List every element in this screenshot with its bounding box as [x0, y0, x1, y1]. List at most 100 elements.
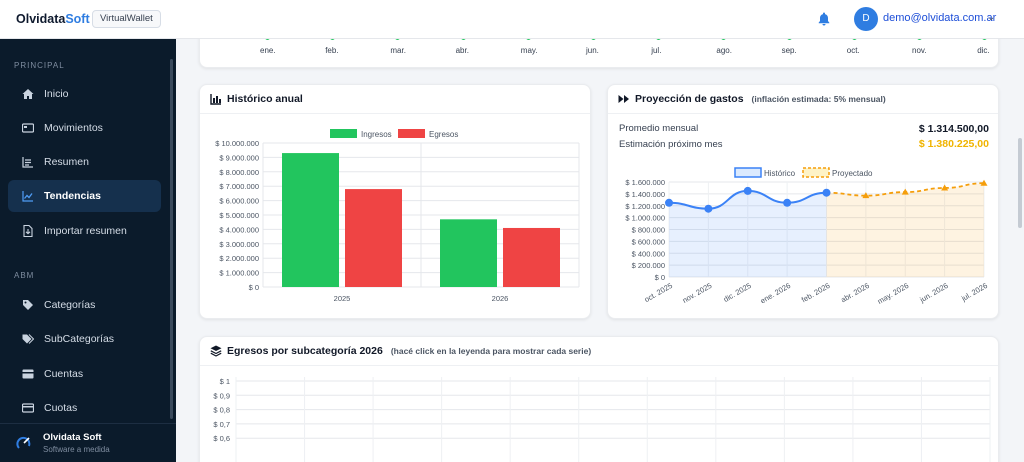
annual-title: Histórico anual — [227, 93, 303, 105]
point-proyectado[interactable] — [901, 188, 909, 195]
y-tick-label: $ 0,7 — [213, 420, 230, 429]
legend-swatch[interactable] — [734, 167, 762, 178]
month-tick-label: ago. — [716, 46, 732, 55]
bar-egresos-2025[interactable] — [345, 189, 402, 287]
next-label: Estimación próximo mes — [619, 139, 723, 150]
point-proyectado[interactable] — [980, 179, 988, 186]
y-tick-label: $ 1.000.000 — [219, 269, 259, 278]
sidebar-footer: Olvidata Soft Software a medida — [0, 423, 176, 462]
movements-icon — [22, 123, 34, 133]
subcat-note: (hacé click en la leyenda para mostrar c… — [390, 346, 592, 356]
projection-title: Proyección de gastos — [635, 93, 744, 105]
sidebar-item-label: Cuotas — [44, 402, 78, 414]
sidebar-item-categorias[interactable]: Categorías — [8, 289, 161, 321]
legend-swatch[interactable] — [398, 129, 425, 138]
y-tick-label: $ 1.000.000 — [625, 214, 665, 223]
footer-title: Olvidata Soft — [43, 432, 102, 443]
month-tick-label: jul. — [651, 46, 662, 55]
month-tick-label: may. — [520, 46, 538, 55]
y-tick-label: $ 7.000.000 — [219, 182, 259, 191]
legend-label[interactable]: Ingresos — [361, 130, 392, 139]
projection-header: Proyección de gastos (inflación estimada:… — [608, 85, 998, 114]
legend-label[interactable]: Egresos — [429, 130, 458, 139]
sidebar-item-label: Movimientos — [44, 122, 103, 134]
brand-logo[interactable]: OlvidataSoft — [16, 12, 90, 26]
sidebar-scrollbar[interactable] — [170, 59, 173, 419]
sidebar-item-importar-resumen[interactable]: Importar resumen — [8, 215, 161, 247]
sidebar-item-label: Cuentas — [44, 368, 84, 380]
bar-ingresos-2025[interactable] — [282, 153, 339, 287]
home-icon — [22, 89, 34, 99]
tag-icon — [23, 300, 33, 310]
y-tick-label: $ 8.000.000 — [219, 168, 259, 177]
legend-swatch[interactable] — [802, 167, 830, 178]
bar-ingresos-2026[interactable] — [440, 219, 497, 287]
avatar[interactable]: D — [854, 7, 878, 31]
sidebar-item-label: Categorías — [44, 299, 96, 311]
sidebar-item-cuentas[interactable]: Cuentas — [8, 358, 161, 390]
point-historico[interactable] — [704, 204, 713, 213]
brand-soft: Soft — [65, 12, 90, 26]
legend-label[interactable]: Proyectado — [832, 169, 873, 178]
main-scrollbar[interactable] — [1018, 138, 1022, 228]
bar-egresos-2026[interactable] — [503, 227, 560, 287]
sidebar-item-tendencias[interactable]: Tendencias — [8, 180, 161, 212]
avg-value: $ 1.314.500,00 — [918, 123, 989, 135]
sidebar-item-label: Resumen — [44, 156, 89, 168]
month-tick-label: oct. — [846, 46, 860, 55]
month-tick-label: jun. — [586, 46, 599, 55]
sidebar-item-movimientos[interactable]: Movimientos — [8, 112, 161, 144]
x-tick-label: oct. 2025 — [643, 281, 674, 304]
account-icon — [22, 369, 34, 379]
sidebar-item-resumen[interactable]: Resumen — [8, 146, 161, 178]
top-bar: OlvidataSoft VirtualWallet D demo@olvida… — [0, 0, 1024, 39]
point-historico[interactable] — [822, 188, 831, 197]
y-tick-label: $ 800.000 — [632, 226, 665, 235]
x-tick-label: 2026 — [492, 294, 509, 303]
sidebar-item-cuotas[interactable]: Cuotas — [8, 392, 161, 424]
layers-icon — [210, 345, 222, 357]
subcat-header: Egresos por subcategoría 2026 (hacé click… — [200, 337, 998, 366]
sidebar-item-label: Tendencias — [44, 190, 101, 202]
sidebar: PRINCIPAL Inicio Movimientos Resumen Ten… — [0, 39, 176, 462]
card-icon — [22, 403, 34, 413]
avg-label: Promedio mensual — [619, 123, 699, 134]
user-email[interactable]: demo@olvidata.com.ar — [883, 12, 997, 24]
point-historico[interactable] — [665, 198, 673, 207]
y-tick-label: $ 0,8 — [213, 406, 230, 415]
x-tick-label: jun. 2026 — [918, 281, 950, 305]
y-tick-label: $ 0,6 — [213, 434, 230, 443]
x-tick-label: jul. 2026 — [959, 281, 989, 303]
sidebar-item-inicio[interactable]: Inicio — [8, 78, 161, 110]
month-tick-label: abr. — [455, 46, 469, 55]
y-tick-label: $ 400.000 — [632, 249, 665, 258]
point-proyectado[interactable] — [941, 184, 949, 191]
y-tick-label: $ 1.600.000 — [625, 178, 665, 187]
chevron-down-icon[interactable]: ⌄ — [987, 12, 996, 23]
import-icon — [23, 225, 33, 237]
annual-header: Histórico anual — [200, 85, 590, 114]
y-tick-label: $ 200.000 — [632, 261, 665, 270]
y-tick-label: $ 6.000.000 — [219, 197, 259, 206]
point-historico[interactable] — [783, 198, 792, 207]
tags-icon — [22, 334, 34, 344]
legend-label[interactable]: Histórico — [764, 169, 796, 178]
brand-logo-icon — [16, 436, 31, 449]
point-historico[interactable] — [743, 186, 752, 195]
x-tick-label: nov. 2025 — [681, 281, 714, 305]
month-tick-label: sep. — [781, 46, 797, 55]
legend-swatch[interactable] — [330, 129, 357, 138]
sidebar-item-subcategorias[interactable]: SubCategorías — [8, 323, 161, 355]
x-tick-label: may. 2026 — [876, 281, 910, 306]
next-value: $ 1.380.225,00 — [918, 138, 989, 150]
y-tick-label: $ 4.000.000 — [219, 225, 259, 234]
y-tick-label: $ 5.000.000 — [219, 211, 259, 220]
x-tick-label: dic. 2025 — [722, 281, 753, 304]
chart-icon — [210, 94, 221, 105]
y-tick-label: $ 10.000.000 — [215, 139, 259, 148]
y-tick-label: $ 1.200.000 — [625, 202, 665, 211]
bell-icon[interactable] — [818, 12, 830, 26]
point-proyectado[interactable] — [862, 192, 870, 199]
x-tick-label: feb. 2026 — [800, 281, 832, 304]
app-badge: VirtualWallet — [92, 10, 161, 28]
